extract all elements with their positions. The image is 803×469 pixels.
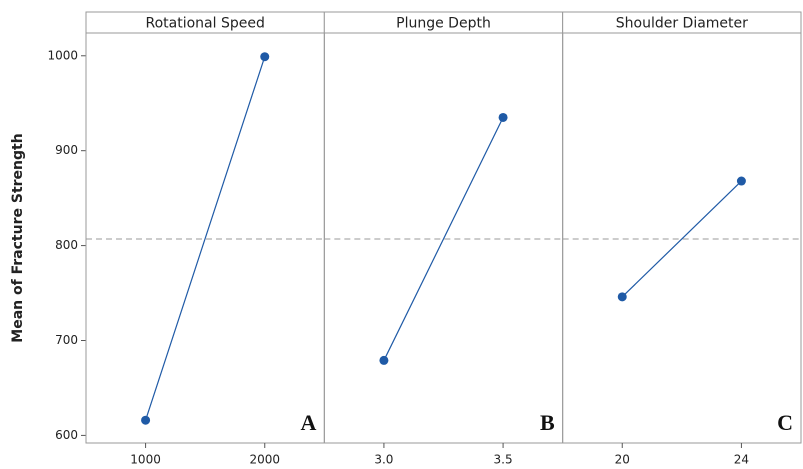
- effect-line: [383, 117, 504, 361]
- point: [498, 112, 508, 122]
- panel-letter: B: [540, 410, 555, 435]
- y-axis-label: Mean of Fracture Strength: [10, 133, 26, 342]
- point: [379, 355, 389, 365]
- panel-title: Shoulder Diameter: [616, 16, 748, 32]
- y-tick-label: 800: [55, 238, 78, 252]
- y-tick-label: 700: [55, 333, 78, 347]
- y-tick-label: 900: [55, 143, 78, 157]
- panel-letter: C: [777, 410, 793, 435]
- panel-title: Rotational Speed: [145, 16, 264, 32]
- point: [617, 292, 627, 302]
- x-tick-label: 3.0: [374, 453, 393, 467]
- panel-letter: A: [300, 410, 316, 435]
- x-tick-label: 24: [734, 453, 749, 467]
- effect-line: [145, 56, 266, 421]
- x-tick-label: 1000: [130, 453, 161, 467]
- x-tick-label: 2000: [249, 453, 280, 467]
- point: [736, 176, 746, 186]
- y-tick-label: 600: [55, 428, 78, 442]
- x-tick-label: 3.5: [494, 453, 513, 467]
- panel-frame: [562, 32, 802, 444]
- x-tick-label: 20: [615, 453, 630, 467]
- point: [260, 52, 270, 62]
- y-tick-label: 1000: [47, 48, 78, 62]
- panel-title: Plunge Depth: [396, 16, 491, 32]
- effect-line: [621, 180, 742, 298]
- point: [141, 415, 151, 425]
